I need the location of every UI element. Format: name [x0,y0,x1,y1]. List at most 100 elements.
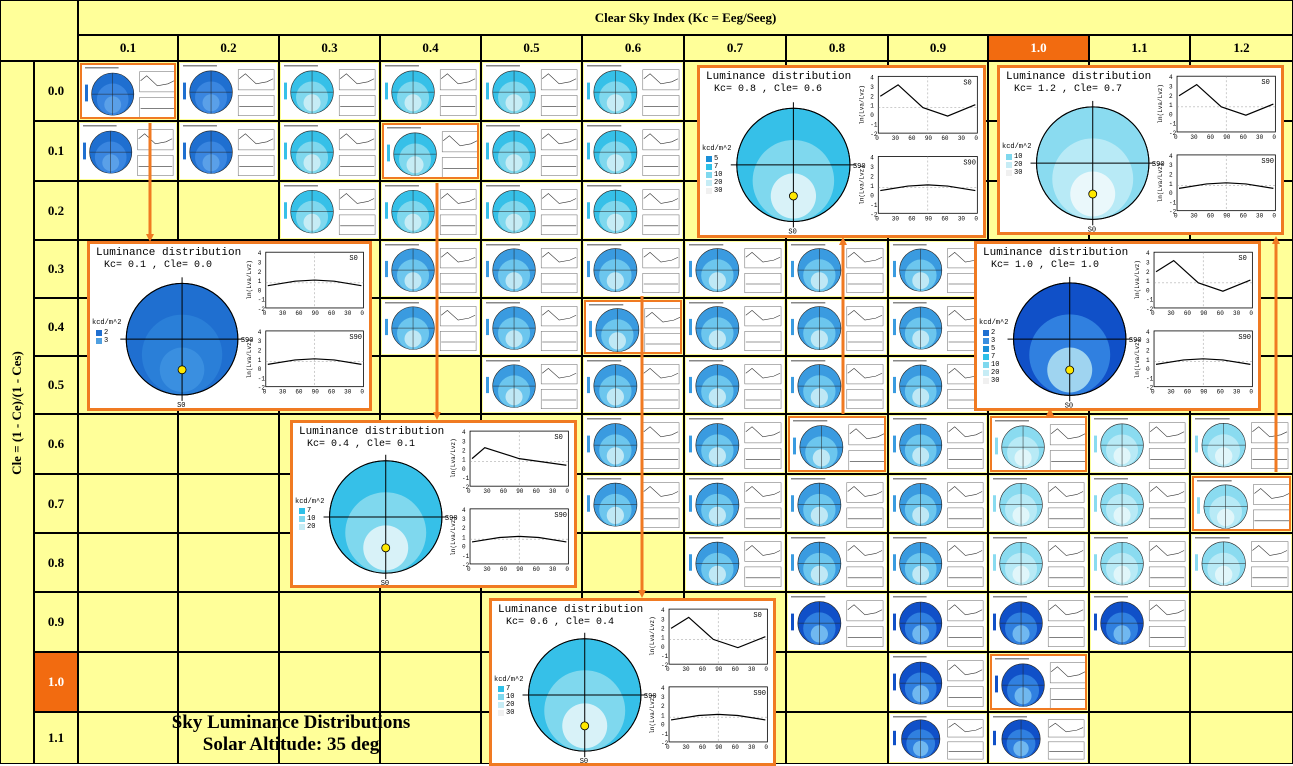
sky-thumbnail[interactable] [281,183,378,238]
sky-thumbnail[interactable] [281,63,378,119]
thumbnail-title-mark [284,185,318,187]
sky-thumbnail[interactable] [584,123,682,179]
thumbnail-plot-frame [846,306,884,327]
sky-thumbnail[interactable] [890,242,986,296]
sky-thumbnail[interactable] [483,183,580,238]
sky-thumbnail[interactable] [788,594,886,650]
sky-thumbnail[interactable] [686,416,784,472]
sky-thumbnail[interactable] [890,300,986,354]
sky-thumbnail[interactable] [990,476,1087,531]
profile-x-tick: 60 [533,488,541,495]
sky-thumbnail[interactable] [584,416,682,472]
sky-thumbnail[interactable] [990,416,1087,472]
sky-thumbnail[interactable] [382,183,479,238]
column-header-0.4: 0.4 [380,35,481,61]
thumbnail-plot-frame [642,69,680,91]
sky-thumbnail[interactable] [990,654,1087,710]
sky-thumbnail[interactable] [890,416,986,472]
sky-thumbnail[interactable] [788,300,886,354]
legend-value: 10 [506,693,515,702]
sky-thumbnail[interactable] [1091,594,1188,650]
thumbnail-graphic [1195,418,1289,469]
sky-thumbnail[interactable] [382,63,479,119]
sky-thumbnail[interactable] [686,476,784,531]
sky-thumbnail[interactable] [990,535,1087,590]
sky-thumbnail[interactable] [584,242,682,296]
sky-thumbnail[interactable] [890,594,986,650]
sky-thumbnail[interactable] [1192,476,1291,531]
luminance-panel-p3[interactable]: Luminance distribution Kc= 0.6 , Cle= 0.4… [489,598,776,766]
sky-thumbnail[interactable] [584,63,682,119]
thumbnail-graphic [284,185,376,235]
sky-thumbnail[interactable] [584,300,682,354]
luminance-panel-p4[interactable]: Luminance distribution Kc= 0.8 , Cle= 0.6… [697,65,986,238]
sky-thumbnail[interactable] [1192,416,1291,472]
profile-x-tick: 30 [958,215,966,222]
sky-thumbnail[interactable] [686,242,784,296]
sky-thumbnail[interactable] [686,358,784,412]
profile-x-tick: 30 [1167,310,1175,317]
legend-value: 30 [991,377,1000,386]
sky-thumbnail[interactable] [180,123,277,179]
sky-thumbnail[interactable] [584,183,682,238]
sky-thumbnail[interactable] [483,123,580,179]
sky-thumbnail[interactable] [990,594,1087,650]
profile-x-tick: 0 [875,215,879,222]
legend-swatch [96,338,102,345]
sky-thumbnail[interactable] [788,476,886,531]
sky-thumbnail[interactable] [80,123,176,179]
thumbnail-graphic [1094,596,1186,647]
sky-thumbnail[interactable] [483,242,580,296]
sky-thumbnail[interactable] [80,63,176,119]
sky-thumbnail[interactable] [890,714,986,762]
thumbnail-title-mark [995,420,1029,422]
sky-thumbnail[interactable] [890,476,986,531]
sky-thumbnail[interactable] [584,476,682,531]
sky-thumbnail[interactable] [890,535,986,590]
sky-thumbnail[interactable] [382,123,479,179]
corner-cell [0,0,78,61]
sky-thumbnail[interactable] [1192,535,1291,590]
sky-thumbnail[interactable] [483,300,580,354]
thumbnail-plot-frame [338,214,376,235]
sky-thumbnail[interactable] [1091,535,1188,590]
sky-thumbnail[interactable] [788,242,886,296]
sky-thumbnail[interactable] [584,358,682,412]
sky-thumbnail[interactable] [990,714,1087,762]
sky-thumbnail[interactable] [483,63,580,119]
sky-thumbnail[interactable] [686,300,784,354]
side-direction-label: S90 [644,693,657,701]
thumbnail-plot-frame [947,482,984,503]
sky-thumbnail[interactable] [483,358,580,412]
thumbnail-plot-frame [540,273,578,294]
legend-value: 10 [307,515,316,524]
sky-thumbnail[interactable] [1091,416,1188,472]
luminance-panel-p6[interactable]: Luminance distribution Kc= 1.0 , Cle= 1.0… [974,241,1261,411]
sky-thumbnail[interactable] [788,358,886,412]
sky-thumbnail[interactable] [1091,476,1188,531]
sky-thumbnail[interactable] [890,358,986,412]
thumbnail-legend [791,495,794,512]
luminance-panel-p5[interactable]: Luminance distribution Kc= 1.2 , Cle= 0.7… [997,65,1284,235]
luminance-panel-p2[interactable]: Luminance distribution Kc= 0.4 , Cle= 0.1… [290,420,577,588]
profile-x-tick: 0 [1174,213,1178,220]
sky-thumbnail[interactable] [281,123,378,179]
thumbnail-title-mark [893,596,927,598]
sky-thumbnail[interactable] [788,535,886,590]
thumbnail-legend [85,84,88,102]
y-axis-title-cell: Cle = (1 - Ce)/(1 - Ces) [0,61,34,764]
sky-thumbnail[interactable] [890,654,986,710]
sky-thumbnail[interactable] [382,300,479,354]
thumbnail-graphic [893,596,984,647]
legend-swatch [498,686,504,693]
sky-thumbnail[interactable] [382,242,479,296]
sky-thumbnail[interactable] [180,63,277,119]
sky-thumbnail[interactable] [686,535,784,590]
sky-thumbnail[interactable] [788,416,886,472]
thumbnail-legend [486,82,489,100]
thumbnail-graphic [993,537,1085,587]
profile-x-tick: 90 [1223,213,1231,220]
grid-cell [1190,712,1293,764]
thumbnail-plot-frame [846,626,884,647]
luminance-panel-p1[interactable]: Luminance distribution Kc= 0.1 , Cle= 0.0… [87,241,372,411]
